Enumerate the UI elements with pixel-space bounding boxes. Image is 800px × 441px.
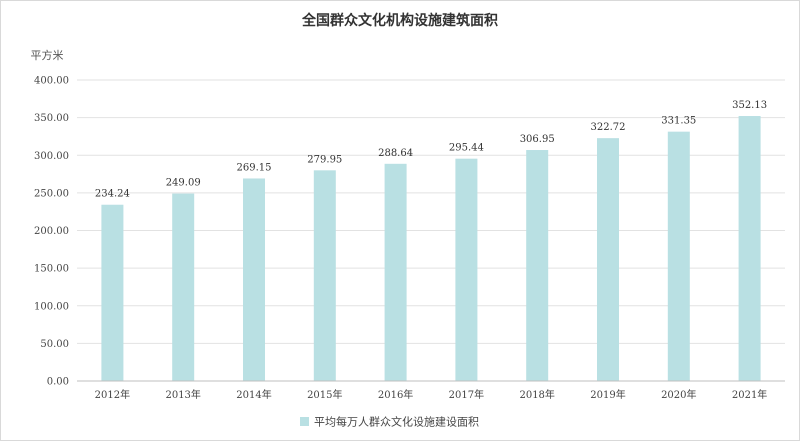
data-label: 322.72 bbox=[591, 122, 626, 133]
bar bbox=[455, 158, 478, 381]
y-tick-label: 150.00 bbox=[34, 264, 69, 275]
bar bbox=[243, 178, 265, 381]
x-axis-ticks: 2012年 2013年 2014年 2015年 2016年 2017年 2018年 2019年… bbox=[95, 388, 768, 401]
y-tick-label: 200.00 bbox=[34, 226, 69, 237]
data-label: 234.24 bbox=[95, 189, 130, 200]
x-tick-label: 2021年 bbox=[732, 388, 767, 401]
bar bbox=[667, 131, 690, 381]
legend-label: 平均每万人群众文化设施建设面积 bbox=[314, 415, 479, 429]
x-tick-label: 2020年 bbox=[661, 388, 696, 401]
legend-swatch bbox=[300, 417, 309, 426]
bar bbox=[526, 150, 549, 381]
y-tick-label: 100.00 bbox=[34, 301, 69, 312]
data-label: 331.35 bbox=[661, 116, 696, 127]
bars bbox=[101, 116, 761, 381]
y-axis-ticks: 0.00 50.00 100.00 150.00 200.00 250.00 300.00 3… bbox=[34, 76, 69, 388]
y-axis-unit-label: 平方米 bbox=[31, 48, 64, 62]
x-tick-label: 2012年 bbox=[95, 388, 130, 401]
bar bbox=[384, 163, 407, 381]
data-labels: 234.24 249.09 269.15 279.95 288.64 295.44 306.… bbox=[95, 100, 767, 200]
data-label: 288.64 bbox=[378, 148, 413, 159]
gridlines bbox=[77, 79, 785, 344]
data-label: 249.09 bbox=[166, 178, 201, 189]
chart-title: 全国群众文化机构设施建筑面积 bbox=[301, 12, 498, 29]
x-tick-label: 2017年 bbox=[449, 388, 484, 401]
data-label: 279.95 bbox=[307, 154, 342, 165]
bar bbox=[597, 138, 619, 381]
bar bbox=[738, 116, 761, 381]
x-tick-label: 2013年 bbox=[165, 388, 200, 401]
x-tick-label: 2014年 bbox=[236, 388, 271, 401]
bar bbox=[172, 193, 195, 381]
y-tick-label: 0.00 bbox=[47, 377, 69, 388]
y-tick-label: 400.00 bbox=[34, 76, 69, 87]
x-tick-label: 2016年 bbox=[378, 388, 413, 401]
y-tick-label: 250.00 bbox=[34, 188, 69, 199]
legend: 平均每万人群众文化设施建设面积 bbox=[300, 415, 479, 429]
data-label: 306.95 bbox=[520, 134, 555, 145]
y-tick-label: 350.00 bbox=[34, 113, 69, 124]
x-tick-label: 2019年 bbox=[590, 388, 625, 401]
x-tick-label: 2018年 bbox=[519, 388, 554, 401]
y-tick-label: 300.00 bbox=[34, 151, 69, 162]
y-tick-label: 50.00 bbox=[40, 339, 69, 350]
bar bbox=[101, 204, 124, 381]
data-label: 352.13 bbox=[732, 100, 767, 111]
x-tick-label: 2015年 bbox=[307, 388, 342, 401]
bar bbox=[313, 170, 336, 381]
data-label: 269.15 bbox=[237, 162, 272, 173]
data-label: 295.44 bbox=[449, 143, 484, 154]
